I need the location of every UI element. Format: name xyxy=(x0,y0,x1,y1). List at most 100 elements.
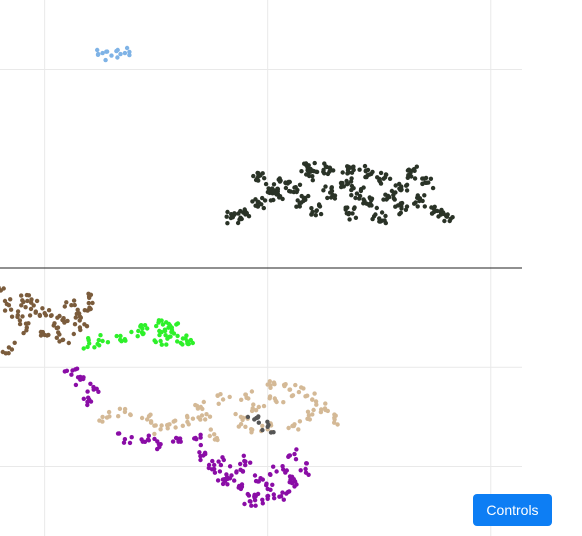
data-point xyxy=(404,182,410,187)
data-point xyxy=(245,414,251,420)
data-point xyxy=(88,399,94,404)
data-point xyxy=(160,322,166,327)
data-point xyxy=(271,182,277,187)
data-point xyxy=(195,406,201,411)
data-point xyxy=(24,292,30,298)
data-point xyxy=(420,198,425,204)
data-point xyxy=(198,417,203,422)
data-point xyxy=(271,430,276,435)
data-point xyxy=(23,305,28,310)
data-point xyxy=(399,204,404,209)
data-point xyxy=(250,199,255,204)
data-point xyxy=(256,404,261,410)
data-point xyxy=(183,336,188,341)
data-point xyxy=(316,202,322,207)
data-point xyxy=(100,419,105,424)
data-point xyxy=(383,220,388,226)
data-point xyxy=(97,343,102,348)
data-point xyxy=(40,329,45,335)
data-point xyxy=(232,478,237,483)
data-point xyxy=(62,304,67,309)
data-point xyxy=(167,334,172,339)
data-point xyxy=(277,179,283,184)
data-point xyxy=(374,205,379,211)
data-point xyxy=(212,432,217,437)
data-point xyxy=(119,339,124,344)
data-point xyxy=(296,389,302,395)
data-point xyxy=(75,375,81,380)
data-point xyxy=(229,212,234,217)
data-point xyxy=(122,437,128,442)
data-point xyxy=(154,323,159,329)
data-point xyxy=(81,346,86,351)
data-point xyxy=(358,187,364,192)
data-point xyxy=(267,394,273,399)
data-point xyxy=(271,189,276,194)
data-point xyxy=(100,414,105,420)
data-point xyxy=(294,204,299,209)
data-point xyxy=(287,387,292,392)
data-point xyxy=(292,451,297,457)
data-point xyxy=(157,444,162,450)
controls-button[interactable]: Controls xyxy=(473,494,552,526)
data-point xyxy=(306,193,311,199)
data-point xyxy=(71,331,77,337)
data-point xyxy=(190,340,195,346)
data-point xyxy=(95,47,100,53)
data-point xyxy=(259,202,264,207)
data-point xyxy=(289,393,295,399)
data-point xyxy=(397,181,402,187)
data-point xyxy=(210,458,215,464)
data-point xyxy=(180,342,185,347)
data-point xyxy=(241,453,246,458)
data-point xyxy=(135,334,140,339)
data-point xyxy=(69,303,74,308)
data-point xyxy=(249,408,255,414)
data-point xyxy=(145,437,151,442)
data-point xyxy=(271,380,277,385)
data-point xyxy=(299,385,304,390)
data-point xyxy=(252,492,257,497)
data-point xyxy=(171,331,177,336)
data-point xyxy=(387,176,393,181)
data-point xyxy=(121,440,127,445)
data-point xyxy=(166,325,171,330)
data-point xyxy=(74,366,80,371)
data-point xyxy=(240,469,246,474)
data-point xyxy=(122,50,128,56)
data-point xyxy=(323,164,328,169)
data-point xyxy=(218,392,223,397)
data-point xyxy=(158,338,163,344)
data-point xyxy=(142,323,148,328)
data-point xyxy=(447,218,452,224)
data-point xyxy=(345,182,350,187)
data-point xyxy=(17,321,23,327)
data-point xyxy=(92,345,97,350)
data-point xyxy=(252,498,258,503)
data-point xyxy=(148,412,153,417)
data-point xyxy=(422,193,427,198)
data-point xyxy=(291,477,296,482)
data-point xyxy=(46,308,52,313)
data-point xyxy=(351,164,356,169)
data-point xyxy=(264,481,269,486)
data-point xyxy=(280,490,285,495)
data-point xyxy=(424,180,430,185)
data-point xyxy=(9,347,15,352)
data-point xyxy=(127,440,133,446)
data-point xyxy=(88,381,93,386)
data-point xyxy=(362,163,368,169)
data-point xyxy=(85,344,90,350)
data-point xyxy=(357,167,362,172)
data-point xyxy=(2,298,8,304)
data-point xyxy=(85,389,90,394)
data-point xyxy=(184,413,190,419)
data-point xyxy=(198,435,203,440)
data-point xyxy=(71,298,77,303)
data-point xyxy=(294,189,299,195)
data-point xyxy=(173,418,178,423)
data-point xyxy=(34,298,40,304)
data-point xyxy=(103,57,108,63)
data-point xyxy=(335,422,340,427)
data-point xyxy=(209,467,215,472)
